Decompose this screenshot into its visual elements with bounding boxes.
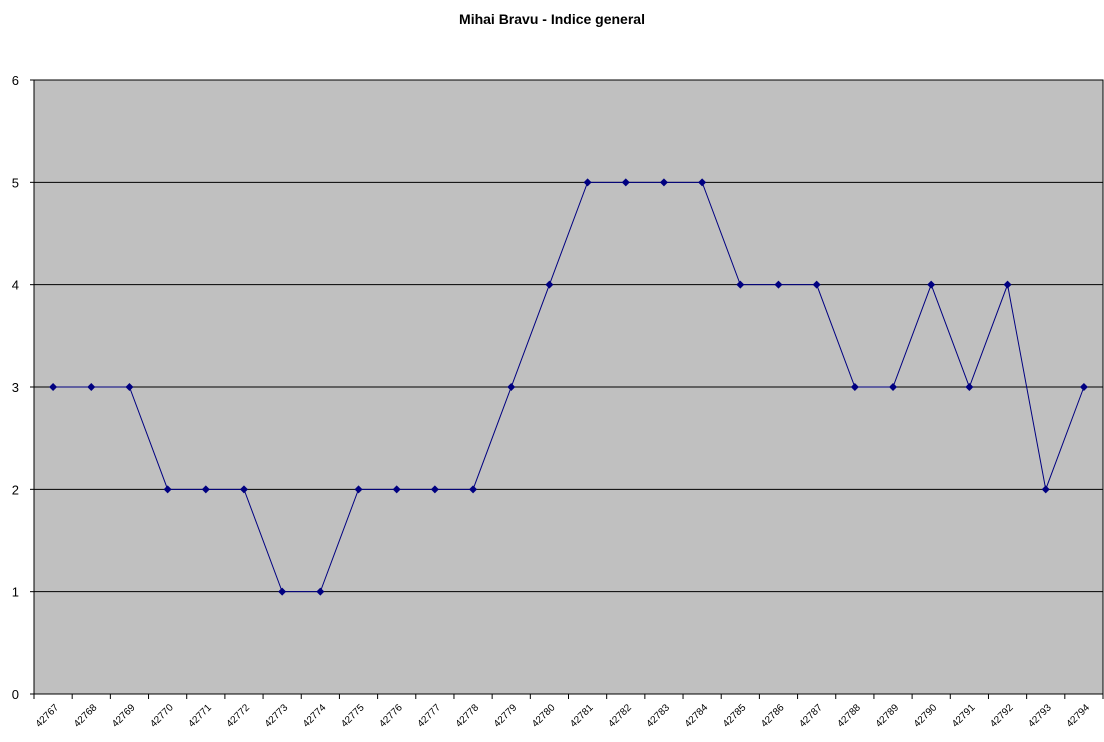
point: [49, 383, 58, 391]
x-tick-label: 42776: [377, 702, 405, 730]
point: [965, 383, 974, 391]
point: [87, 383, 96, 391]
x-tick-label: 42788: [836, 702, 864, 730]
x-tick-label: 42786: [759, 702, 787, 730]
x-tick-label: 42769: [110, 702, 138, 730]
point: [1079, 383, 1088, 391]
point: [621, 178, 630, 187]
point: [698, 178, 707, 187]
point: [889, 383, 898, 391]
x-tick-label: 42777: [416, 702, 444, 730]
x-tick-label: 42790: [912, 702, 940, 730]
x-tick-label: 42793: [1026, 702, 1054, 730]
point: [583, 178, 592, 187]
point: [469, 485, 478, 494]
y-tick-label: 4: [12, 278, 19, 293]
x-tick-label: 42791: [950, 702, 978, 730]
y-tick-label: 3: [12, 380, 19, 395]
point: [507, 383, 516, 391]
point: [812, 280, 821, 289]
x-tick-label: 42784: [683, 702, 711, 730]
point: [278, 587, 287, 596]
point: [125, 383, 134, 391]
x-tick-label: 42771: [186, 702, 214, 730]
y-tick-label: 1: [12, 585, 19, 600]
x-tick-label: 42779: [492, 702, 520, 730]
point: [239, 485, 248, 494]
x-tick-label: 42780: [530, 702, 558, 730]
line: [53, 181, 1085, 593]
x-tick-label: 42781: [568, 702, 596, 730]
x-tick-label: 42773: [263, 702, 291, 730]
x-tick-label: 42774: [301, 702, 329, 730]
point: [430, 485, 439, 494]
x-tick-label: 42783: [645, 702, 673, 730]
point: [354, 485, 363, 494]
chart-title: Mihai Bravu - Indice general: [459, 11, 645, 27]
point: [1041, 485, 1050, 494]
point: [1003, 280, 1012, 289]
y-tick-label: 6: [12, 73, 19, 88]
point: [316, 587, 325, 596]
x-tick-label: 42778: [454, 702, 482, 730]
x-tick-label: 42782: [606, 702, 634, 730]
point: [201, 485, 210, 494]
x-tick-label: 42768: [72, 702, 100, 730]
x-tick-label: 42770: [148, 702, 176, 730]
x-tick-label: 42785: [721, 702, 749, 730]
point: [659, 178, 668, 187]
point: [736, 280, 745, 289]
point: [163, 485, 172, 494]
y-tick-label: 5: [12, 175, 19, 190]
point: [927, 280, 936, 289]
point: [545, 280, 554, 289]
x-tick-label: 42787: [797, 702, 825, 730]
x-tick-label: 42792: [988, 702, 1016, 730]
x-tick-label: 42794: [1065, 702, 1093, 730]
point: [774, 280, 783, 289]
y-tick-label: 2: [12, 482, 19, 497]
x-tick-label: 42775: [339, 702, 367, 730]
point: [392, 485, 401, 494]
y-tick-label: 0: [12, 687, 19, 702]
point: [850, 383, 859, 391]
x-tick-label: 42772: [225, 702, 253, 730]
x-tick-label: 42767: [34, 702, 62, 730]
x-tick-label: 42789: [874, 702, 902, 730]
